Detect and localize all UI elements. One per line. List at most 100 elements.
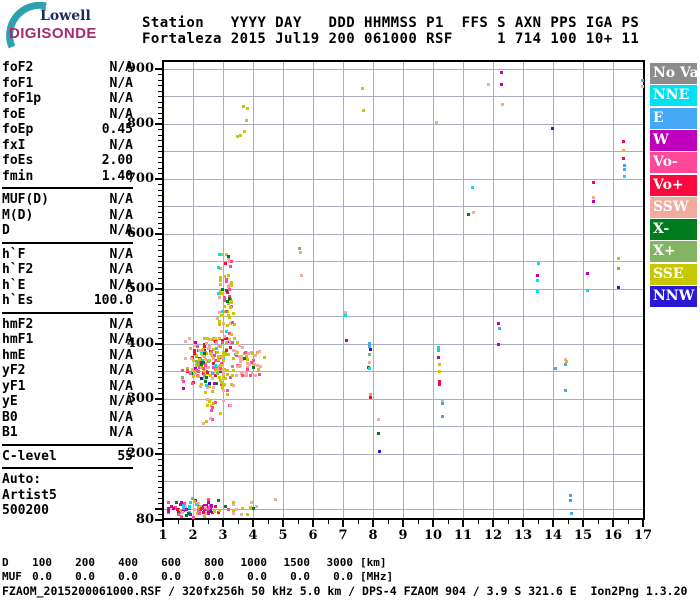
- scatter-point: [189, 347, 192, 350]
- scatter-point: [256, 351, 259, 354]
- y-axis-tick: [158, 299, 162, 301]
- bottom-row-value: 0.0: [290, 570, 310, 583]
- scatter-point: [206, 508, 209, 511]
- x-axis-tick: [222, 520, 224, 527]
- gridline-v: [253, 62, 254, 518]
- y-axis-tick: [158, 321, 162, 323]
- y-axis-tick: [158, 250, 162, 251]
- divider: [2, 241, 133, 244]
- scatter-point: [221, 292, 224, 295]
- legend-item-noval: No Val: [650, 63, 697, 84]
- scatter-point: [186, 369, 189, 372]
- bottom-row-value: 0.0: [333, 570, 353, 583]
- scatter-point: [623, 168, 626, 171]
- scatter-point: [195, 354, 198, 357]
- param-value: N/A: [109, 409, 133, 425]
- scatter-point: [235, 374, 238, 377]
- scatter-point: [207, 512, 210, 515]
- bottom-row-value: 1000: [240, 556, 268, 569]
- param-row: h`F2 N/A: [2, 262, 133, 278]
- scatter-point: [219, 345, 222, 348]
- scatter-point: [564, 358, 567, 361]
- scatter-point: [220, 330, 223, 333]
- scatter-point: [191, 497, 194, 500]
- gridline-h: [164, 151, 643, 152]
- scatter-point: [252, 359, 255, 362]
- scatter-point: [204, 362, 207, 365]
- scatter-point: [231, 341, 234, 344]
- y-axis-tick: [158, 134, 162, 136]
- scatter-point: [226, 291, 229, 294]
- y-axis-tick: [158, 118, 162, 119]
- scatter-point: [193, 508, 196, 511]
- param-label: M(D): [2, 207, 34, 223]
- param-value: N/A: [109, 363, 133, 378]
- scatter-point: [252, 366, 255, 369]
- param-row: hmE N/A: [2, 348, 133, 364]
- x-axis-tick-label: 16: [603, 528, 623, 543]
- scatter-point: [174, 506, 177, 509]
- scatter-point: [190, 357, 193, 360]
- scatter-point: [212, 366, 215, 369]
- scatter-point: [196, 512, 199, 515]
- scatter-point: [497, 322, 500, 325]
- gridline-v: [493, 62, 494, 518]
- scatter-point: [221, 314, 224, 317]
- scatter-point: [197, 506, 200, 509]
- param-value: N/A: [109, 425, 133, 440]
- scatter-point: [565, 360, 568, 363]
- station-header: Station YYYY DAY DDD HHMMSS P1 FFS S AXN…: [142, 15, 639, 47]
- x-axis-tick-label: 11: [453, 528, 473, 543]
- y-axis-tick: [158, 459, 162, 460]
- scatter-point: [202, 422, 205, 425]
- scatter-point: [227, 257, 230, 260]
- muf-row: MUF 0.0 0.0 0.0 0.0 0.0 0.0 0.0 0.0 [MHz]: [2, 570, 393, 583]
- scatter-point: [437, 346, 440, 349]
- x-axis-tick: [282, 520, 284, 527]
- param-row: foF1p N/A: [2, 91, 133, 107]
- scatter-point: [569, 494, 572, 497]
- scatter-point: [219, 289, 222, 292]
- x-axis-tick: [402, 520, 404, 527]
- plot-frame: [162, 60, 645, 520]
- scatter-point: [227, 274, 230, 277]
- x-axis-tick: [162, 520, 164, 527]
- scatter-point: [245, 372, 248, 375]
- y-axis-tick: [158, 217, 162, 218]
- y-axis-tick: [158, 244, 162, 246]
- gridline-v: [283, 62, 284, 518]
- scatter-point: [206, 386, 209, 389]
- scatter-point: [245, 355, 248, 358]
- scatter-point: [212, 402, 215, 405]
- scatter-point: [188, 337, 191, 340]
- scatter-point: [256, 364, 259, 367]
- y-axis-tick: [158, 442, 162, 444]
- scatter-point: [228, 297, 231, 300]
- scatter-point: [235, 352, 238, 355]
- scatter-point: [536, 279, 539, 282]
- scatter-point: [438, 383, 441, 386]
- param-row: h`E N/A: [2, 278, 133, 294]
- scatter-point: [586, 289, 589, 292]
- x-axis-tick: [552, 520, 554, 527]
- y-axis-tick: [158, 151, 162, 152]
- scatter-point: [229, 346, 232, 349]
- scatter-point: [167, 510, 170, 513]
- scatter-point: [622, 140, 625, 143]
- legend-item-x+: X+: [650, 241, 697, 263]
- param-row: foF2 N/A: [2, 60, 133, 76]
- scatter-point: [205, 420, 208, 423]
- scatter-point: [211, 418, 214, 421]
- param-row: yE N/A: [2, 394, 133, 410]
- gridline-h: [164, 453, 643, 455]
- lowell-digisonde-logo: Lowell DIGISONDE: [2, 2, 132, 52]
- y-axis-tick: [158, 332, 162, 334]
- scatter-point: [213, 354, 216, 357]
- scatter-point: [377, 418, 380, 421]
- bottom-row-label: D: [2, 556, 9, 569]
- y-axis-tick: [158, 338, 162, 339]
- param-value: 0.45: [101, 122, 133, 137]
- param-label: foF2: [2, 60, 34, 75]
- scatter-point: [369, 396, 372, 399]
- scatter-point: [204, 506, 207, 509]
